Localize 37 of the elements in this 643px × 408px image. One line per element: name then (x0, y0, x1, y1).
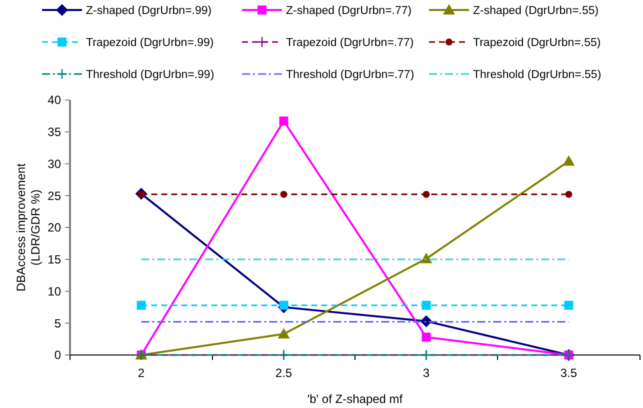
point (422, 190, 430, 198)
legend-label: Z-shaped (DgrUrbn=.77) (286, 5, 412, 18)
point (420, 252, 432, 264)
legend-label: Z-shaped (DgrUrbn=.55) (473, 5, 599, 18)
point (420, 315, 432, 328)
y-tick-label: 40 (48, 93, 62, 108)
legend-label: Threshold (DgrUrbn=.99) (86, 69, 214, 82)
y-tick-label: 35 (48, 125, 62, 140)
x-axis-title: 'b' of Z-shaped mf (307, 392, 404, 406)
y-tick-label: 30 (48, 156, 62, 171)
point (564, 300, 574, 310)
y-tick-label: 20 (48, 220, 62, 235)
legend-label: Z-shaped (DgrUrbn=.99) (86, 5, 212, 18)
x-tick-label: 2.5 (275, 366, 292, 380)
legend-label: Trapezoid (DgrUrbn=.55) (473, 37, 601, 50)
y-tick-label: 10 (48, 284, 62, 298)
point (562, 155, 575, 166)
y-tick-label: 25 (48, 188, 62, 203)
y-tick-label: 5 (54, 316, 62, 330)
y-tick-label: 0 (54, 348, 62, 362)
legend-label: Threshold (DgrUrbn=.77) (286, 69, 414, 82)
point (136, 300, 146, 310)
point (565, 190, 572, 198)
point (279, 300, 288, 310)
legend-label: Trapezoid (DgrUrbn=.99) (86, 37, 214, 50)
point (278, 328, 290, 338)
x-tick-label: 3.5 (560, 366, 578, 380)
y-axis-title: DBAccess improvement (LDR/GDR %) (14, 162, 43, 292)
x-tick-label: 3 (422, 366, 430, 380)
x-tick-label: 2 (138, 366, 145, 380)
legend-label: Threshold (DgrUrbn=.55) (473, 69, 602, 82)
legend-label: Trapezoid (DgrUrbn=.77) (286, 37, 414, 50)
point (422, 332, 431, 342)
point (280, 190, 288, 198)
point (422, 300, 431, 310)
y-tick-label: 15 (48, 252, 62, 267)
point (279, 116, 288, 126)
